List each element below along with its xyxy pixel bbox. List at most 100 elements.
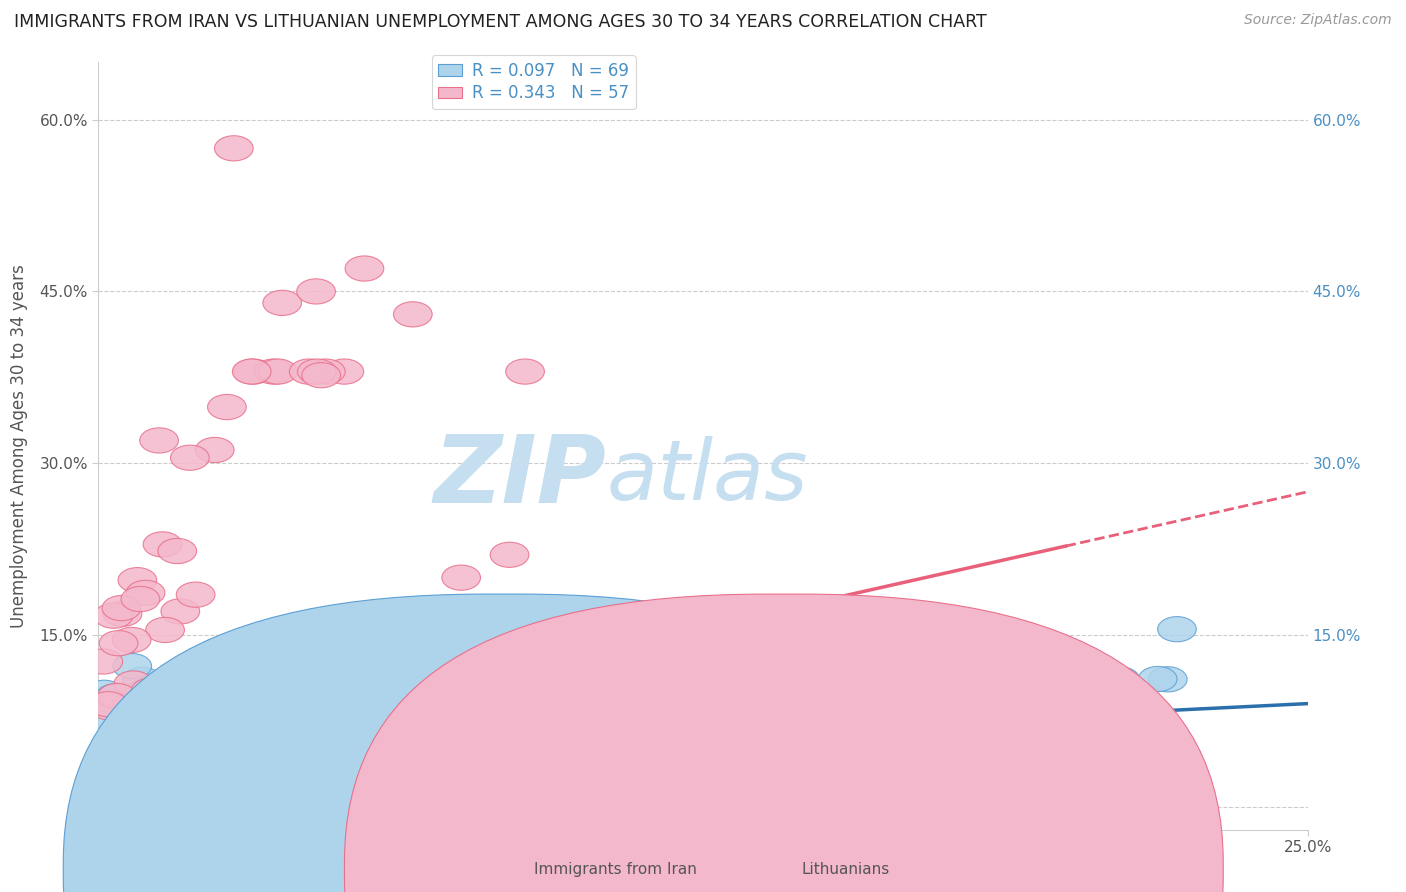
Ellipse shape xyxy=(314,687,352,712)
Ellipse shape xyxy=(298,359,336,384)
Ellipse shape xyxy=(215,136,253,161)
Ellipse shape xyxy=(122,681,162,706)
Ellipse shape xyxy=(84,811,122,837)
Text: IMMIGRANTS FROM IRAN VS LITHUANIAN UNEMPLOYMENT AMONG AGES 30 TO 34 YEARS CORREL: IMMIGRANTS FROM IRAN VS LITHUANIAN UNEMP… xyxy=(14,13,987,31)
Ellipse shape xyxy=(195,437,233,463)
Ellipse shape xyxy=(211,698,250,723)
Ellipse shape xyxy=(146,684,184,709)
Ellipse shape xyxy=(112,695,150,720)
Ellipse shape xyxy=(89,691,128,717)
Ellipse shape xyxy=(624,744,662,770)
Ellipse shape xyxy=(114,671,153,696)
Ellipse shape xyxy=(125,715,163,741)
Ellipse shape xyxy=(208,394,246,419)
Text: atlas: atlas xyxy=(606,436,808,517)
Ellipse shape xyxy=(100,631,138,656)
Ellipse shape xyxy=(1157,616,1197,641)
Ellipse shape xyxy=(157,696,195,722)
Ellipse shape xyxy=(1046,800,1085,825)
Ellipse shape xyxy=(103,601,142,626)
Ellipse shape xyxy=(637,718,675,743)
Ellipse shape xyxy=(120,702,157,727)
Ellipse shape xyxy=(233,359,273,384)
Ellipse shape xyxy=(107,811,145,837)
Ellipse shape xyxy=(103,748,141,774)
Ellipse shape xyxy=(176,582,215,607)
Ellipse shape xyxy=(101,772,141,797)
Ellipse shape xyxy=(356,651,395,676)
Ellipse shape xyxy=(84,648,122,674)
Ellipse shape xyxy=(998,805,1036,830)
Ellipse shape xyxy=(122,667,162,692)
Ellipse shape xyxy=(633,698,672,723)
Ellipse shape xyxy=(112,654,152,679)
Ellipse shape xyxy=(197,739,236,764)
Ellipse shape xyxy=(394,301,432,327)
Ellipse shape xyxy=(1143,777,1182,802)
Ellipse shape xyxy=(127,581,165,606)
Ellipse shape xyxy=(276,684,315,709)
Ellipse shape xyxy=(94,603,134,628)
Ellipse shape xyxy=(441,565,481,591)
Ellipse shape xyxy=(186,761,224,786)
Ellipse shape xyxy=(941,671,980,696)
Ellipse shape xyxy=(259,359,297,384)
Ellipse shape xyxy=(273,703,312,729)
Ellipse shape xyxy=(344,256,384,281)
Text: Lithuanians: Lithuanians xyxy=(801,863,890,877)
Ellipse shape xyxy=(731,677,770,702)
Ellipse shape xyxy=(325,359,364,384)
Ellipse shape xyxy=(157,539,197,564)
Ellipse shape xyxy=(84,716,122,741)
Ellipse shape xyxy=(141,720,180,746)
Ellipse shape xyxy=(97,811,135,837)
Ellipse shape xyxy=(159,741,198,767)
Ellipse shape xyxy=(103,596,141,621)
Text: Source: ZipAtlas.com: Source: ZipAtlas.com xyxy=(1244,13,1392,28)
Ellipse shape xyxy=(121,748,159,774)
Ellipse shape xyxy=(98,739,136,764)
Ellipse shape xyxy=(121,586,160,612)
Text: ZIP: ZIP xyxy=(433,431,606,523)
Ellipse shape xyxy=(97,683,136,708)
Ellipse shape xyxy=(118,567,156,593)
Ellipse shape xyxy=(1101,667,1140,692)
Ellipse shape xyxy=(626,709,664,734)
Ellipse shape xyxy=(107,811,146,837)
Ellipse shape xyxy=(112,767,152,792)
Ellipse shape xyxy=(84,805,122,830)
Text: Immigrants from Iran: Immigrants from Iran xyxy=(534,863,697,877)
Y-axis label: Unemployment Among Ages 30 to 34 years: Unemployment Among Ages 30 to 34 years xyxy=(10,264,28,628)
Ellipse shape xyxy=(302,363,340,388)
Ellipse shape xyxy=(90,729,128,755)
Ellipse shape xyxy=(84,681,124,706)
Ellipse shape xyxy=(853,777,891,802)
Ellipse shape xyxy=(253,665,292,690)
Ellipse shape xyxy=(146,617,184,642)
Ellipse shape xyxy=(225,769,264,794)
Ellipse shape xyxy=(307,359,344,384)
Ellipse shape xyxy=(135,732,174,757)
Ellipse shape xyxy=(111,710,149,735)
Ellipse shape xyxy=(96,684,135,709)
Ellipse shape xyxy=(491,542,529,567)
Ellipse shape xyxy=(838,718,876,743)
Ellipse shape xyxy=(523,727,561,752)
Ellipse shape xyxy=(884,638,924,663)
Ellipse shape xyxy=(920,703,959,728)
Ellipse shape xyxy=(297,279,336,304)
Ellipse shape xyxy=(129,764,169,789)
Ellipse shape xyxy=(730,714,769,739)
Ellipse shape xyxy=(253,694,292,719)
Ellipse shape xyxy=(97,802,135,827)
Ellipse shape xyxy=(143,532,181,557)
Ellipse shape xyxy=(170,445,209,470)
Ellipse shape xyxy=(399,692,437,718)
Ellipse shape xyxy=(263,290,301,316)
Ellipse shape xyxy=(132,750,172,775)
Ellipse shape xyxy=(121,738,160,763)
Ellipse shape xyxy=(84,727,124,752)
Ellipse shape xyxy=(124,736,162,761)
Ellipse shape xyxy=(506,359,544,384)
Ellipse shape xyxy=(188,723,228,749)
